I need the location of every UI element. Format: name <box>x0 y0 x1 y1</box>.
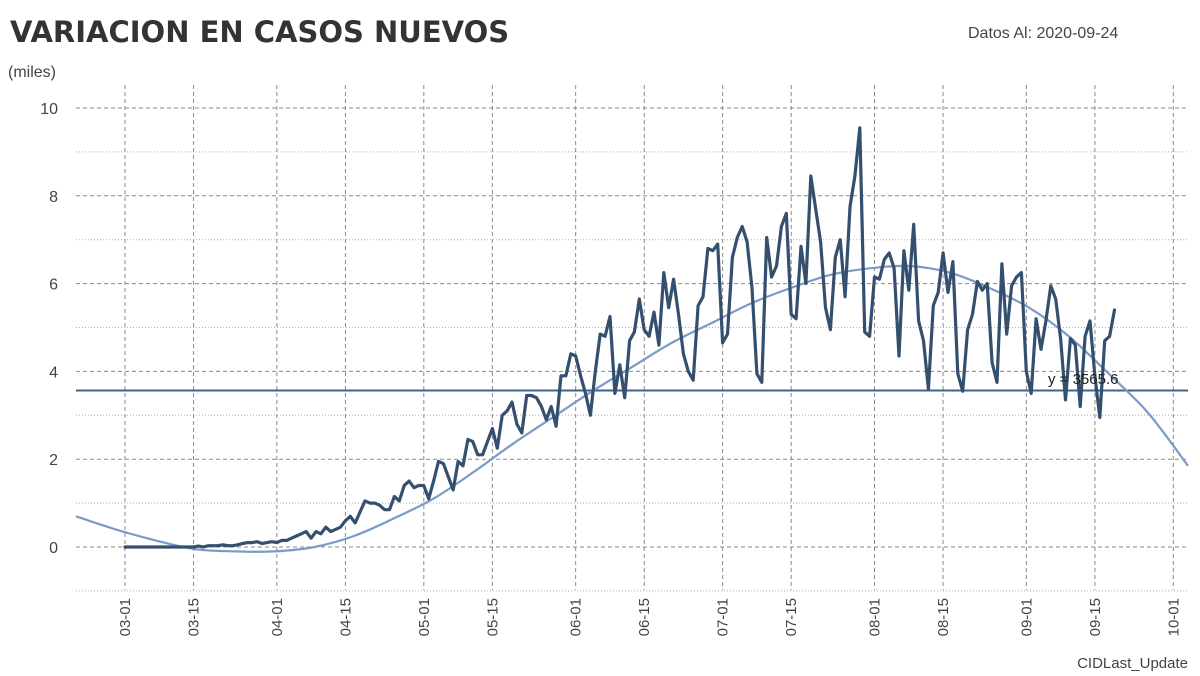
x-tick-label: 03-15 <box>186 598 203 636</box>
y-tick-label: 4 <box>49 364 58 381</box>
x-tick-labels: 03-01 03-15 04-01 04-15 05-01 05-15 06-01 06-15… <box>117 598 1182 636</box>
footer-label: CIDLast_Update <box>1077 655 1188 672</box>
x-tick-label: 09-01 <box>1018 598 1035 636</box>
x-tick-label: 03-01 <box>117 598 134 636</box>
x-tick-label: 08-01 <box>866 598 883 636</box>
cases-line <box>123 126 1117 549</box>
y-tick-label: 2 <box>49 452 58 469</box>
y-tick-label: 6 <box>49 277 58 294</box>
grid <box>76 85 1188 592</box>
x-tick-label: 05-01 <box>416 598 433 636</box>
chart-title: VARIACION EN CASOS NUEVOS <box>10 15 509 49</box>
reference-line-label: y = 3565.6 <box>1048 371 1118 388</box>
x-tick-label: 08-15 <box>935 598 952 636</box>
x-tick-label: 05-15 <box>484 598 501 636</box>
x-tick-label: 07-15 <box>783 598 800 636</box>
y-tick-labels: 0 2 4 6 8 10 <box>40 101 58 557</box>
x-tick-label: 07-01 <box>715 598 732 636</box>
plot-area <box>75 126 1189 553</box>
x-tick-label: 04-15 <box>337 598 354 636</box>
x-tick-label: 06-01 <box>568 598 585 636</box>
x-tick-label: 10-01 <box>1165 598 1182 636</box>
y-axis-label: (miles) <box>8 64 56 81</box>
y-tick-label: 0 <box>49 540 58 557</box>
x-tick-label: 09-15 <box>1087 598 1104 636</box>
x-tick-label: 04-01 <box>269 598 286 636</box>
y-tick-label: 8 <box>49 189 58 206</box>
y-tick-label: 10 <box>40 101 58 118</box>
x-tick-label: 06-15 <box>636 598 653 636</box>
update-date: Datos Al: 2020-09-24 <box>968 25 1118 42</box>
trend-line <box>75 264 1189 553</box>
